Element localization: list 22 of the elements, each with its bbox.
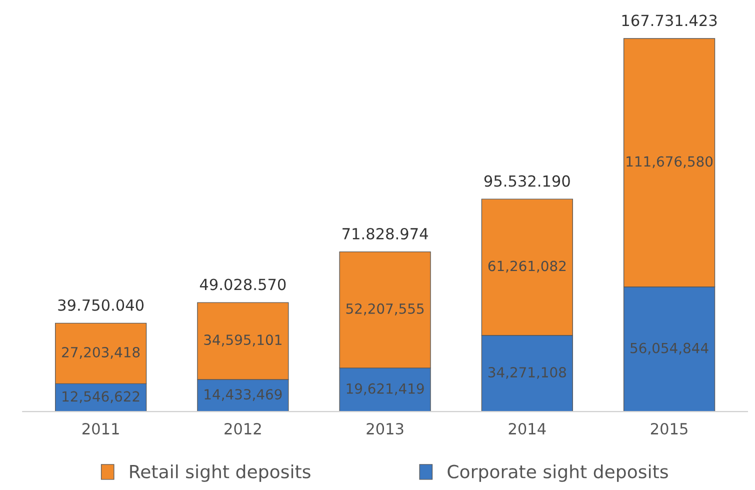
total-label: 71.828.974	[342, 228, 428, 240]
legend-label: Corporate sight deposits	[448, 464, 668, 482]
legend-label: Retail sight deposits	[130, 464, 310, 482]
data-label: 52,207,555	[346, 303, 424, 316]
total-label: 167.731.423	[622, 14, 717, 26]
x-tick-label: 2013	[366, 422, 404, 435]
total-label: 95.532.190	[484, 175, 570, 187]
data-label: 61,261,082	[488, 260, 566, 273]
total-label: 49.028.570	[200, 278, 286, 290]
x-tick-label: 2015	[650, 422, 688, 435]
data-label: 19,621,419	[346, 383, 424, 396]
data-label: 111,676,580	[626, 156, 713, 168]
data-label: 56,054,844	[630, 342, 708, 355]
data-label: 34,595,101	[204, 334, 282, 346]
total-label: 39.750.040	[58, 299, 144, 311]
data-label: 34,271,108	[488, 367, 566, 379]
data-label: 14,433,469	[204, 389, 282, 401]
x-tick-label: 2011	[82, 422, 119, 435]
data-label: 27,203,418	[62, 346, 140, 359]
x-tick-label: 2012	[224, 422, 261, 435]
data-label: 12,546,622	[62, 391, 140, 404]
x-tick-label: 2014	[508, 422, 546, 435]
